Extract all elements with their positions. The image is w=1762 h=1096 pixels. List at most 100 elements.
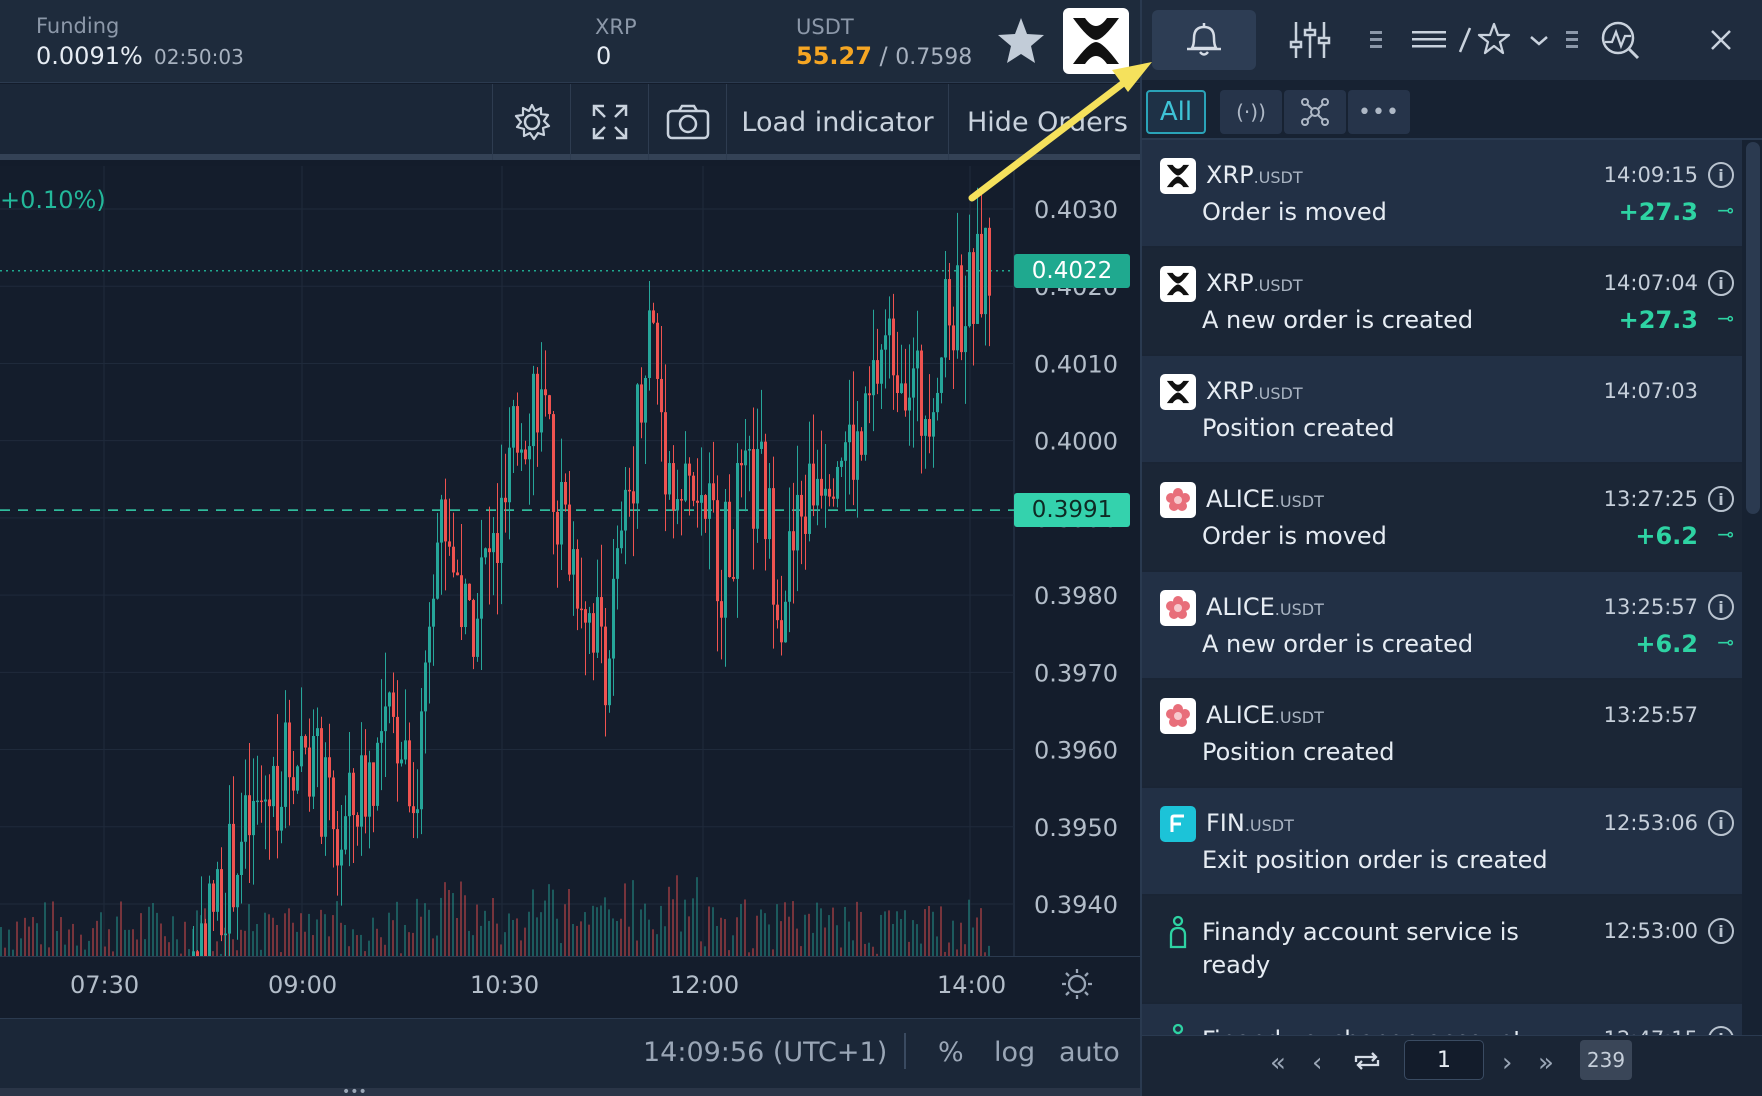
filter-tab-signals[interactable]: (·)) [1220, 90, 1282, 134]
first-page-icon[interactable]: « [1270, 1048, 1286, 1078]
order-price-tag[interactable]: 0.3991 [1014, 493, 1130, 527]
candle-body [240, 841, 243, 875]
candle-body [620, 530, 623, 549]
price-tick-label: 0.3980 [1034, 582, 1118, 610]
candlestick-chart[interactable]: 0.40300.40200.40100.40000.39900.39800.39… [0, 166, 1140, 962]
notifications-button[interactable] [1152, 10, 1256, 70]
volume-bar [988, 945, 990, 962]
notification-symbol[interactable]: ALICE.USDT [1206, 701, 1324, 729]
sliders-icon[interactable] [1288, 18, 1332, 62]
notification-item[interactable]: Finandy account service is ready 12:53:00… [1142, 896, 1742, 1002]
notification-item[interactable]: ALICE.USDT Order is moved 13:27:25 i +6.2 ⊸ [1142, 464, 1742, 570]
info-icon[interactable]: i [1708, 1026, 1734, 1035]
drag-handle-icon-2[interactable] [1370, 18, 1382, 62]
prev-page-icon[interactable]: ‹ [1312, 1048, 1323, 1078]
notification-scrollbar[interactable] [1742, 140, 1762, 1035]
time-axis[interactable]: 07:30 09:00 10:30 12:00 14:00 [0, 956, 1140, 1018]
star-outline-icon[interactable] [1476, 18, 1512, 62]
drag-handle-icon-3[interactable] [1566, 18, 1578, 62]
log-scale-toggle[interactable]: log [994, 1037, 1036, 1068]
notification-message: Finandy account service is ready [1202, 918, 1519, 979]
quote-balance-total: 0.7598 [895, 45, 973, 70]
notification-symbol[interactable]: ALICE.USDT [1206, 485, 1324, 513]
next-page-icon[interactable]: › [1502, 1048, 1513, 1078]
candle-body [580, 608, 583, 611]
filter-tab-more[interactable]: ••• [1348, 90, 1410, 134]
volume-bar [20, 938, 22, 962]
candle-body [884, 335, 887, 350]
notification-symbol-quote: .USDT [1274, 492, 1324, 511]
candle-body [424, 662, 427, 712]
close-icon[interactable] [1706, 18, 1736, 62]
notification-time: 14:07:03 [1603, 379, 1698, 403]
refresh-page-icon[interactable] [1352, 1048, 1382, 1081]
volume-bar [256, 924, 258, 962]
candle-body [724, 501, 727, 618]
time-tick-label: 07:30 [70, 971, 140, 999]
notification-item[interactable]: XRP.USDT Position created 14:07:03 [1142, 356, 1742, 462]
chart-settings-button[interactable] [492, 84, 570, 160]
price-chart[interactable]: 0.40300.40200.40100.40000.39900.39800.39… [0, 166, 1140, 962]
favorite-star-icon[interactable] [994, 14, 1048, 68]
candle-body [752, 449, 755, 529]
page-number-input[interactable] [1404, 1040, 1484, 1080]
info-icon[interactable]: i [1708, 162, 1734, 188]
notification-item[interactable]: Finandy exchange account 12:47:15 i [1142, 1004, 1742, 1035]
volume-bar [48, 947, 50, 962]
hide-orders-button[interactable]: Hide Orders [948, 84, 1140, 160]
notification-time: 12:47:15 [1604, 1027, 1698, 1035]
notification-item[interactable]: ALICE.USDT Position created 13:25:57 [1142, 680, 1742, 786]
expand-icon [592, 104, 627, 140]
analytics-icon[interactable] [1598, 18, 1642, 62]
candle-body [452, 546, 455, 573]
percent-scale-toggle[interactable]: % [938, 1037, 964, 1068]
notification-symbol[interactable]: XRP.USDT [1206, 269, 1303, 297]
notification-item[interactable]: XRP.USDT Order is moved 14:09:15 i +27.3 ⊸ [1142, 140, 1742, 246]
xrp-logo[interactable] [1063, 8, 1129, 74]
info-icon[interactable]: i [1708, 918, 1734, 944]
notification-item[interactable]: FIN.USDT Exit position order is created 12… [1142, 788, 1742, 894]
chevron-down-icon[interactable] [1528, 18, 1550, 62]
auto-scale-toggle[interactable]: auto [1059, 1037, 1120, 1068]
notification-item[interactable]: ALICE.USDT A new order is created 13:25:57… [1142, 572, 1742, 678]
candle-body [540, 389, 543, 433]
candle-body [828, 488, 831, 497]
time-tick-label: 12:00 [670, 971, 740, 999]
volume-bar [452, 893, 454, 962]
notification-item[interactable]: XRP.USDT A new order is created 14:07:04 i +… [1142, 248, 1742, 354]
list-icon[interactable] [1412, 18, 1448, 62]
open-order-icon[interactable]: ⊸ [1717, 198, 1734, 222]
info-icon[interactable]: i [1708, 486, 1734, 512]
volume-bar [420, 916, 422, 962]
open-order-icon[interactable]: ⊸ [1717, 306, 1734, 330]
notification-symbol[interactable]: XRP.USDT [1206, 161, 1303, 189]
resize-handle[interactable]: ••• [0, 1084, 1762, 1096]
notification-symbol[interactable]: ALICE.USDT [1206, 593, 1324, 621]
open-order-icon[interactable]: ⊸ [1717, 522, 1734, 546]
notification-symbol[interactable]: XRP.USDT [1206, 377, 1303, 405]
open-order-icon[interactable]: ⊸ [1717, 630, 1734, 654]
filter-tab-all[interactable]: All [1146, 90, 1206, 134]
candle-body [412, 806, 415, 814]
scrollbar-thumb[interactable] [1746, 142, 1760, 514]
slash-separator [1458, 18, 1472, 62]
last-page-icon[interactable]: » [1538, 1048, 1554, 1078]
volume-bar [836, 925, 838, 962]
info-icon[interactable]: i [1708, 810, 1734, 836]
load-indicator-button[interactable]: Load indicator [726, 84, 948, 160]
info-icon[interactable]: i [1708, 594, 1734, 620]
candle-body [668, 463, 671, 495]
sun-settings-icon[interactable] [1060, 967, 1094, 1005]
alice-logo [1160, 698, 1196, 734]
info-icon[interactable]: i [1708, 270, 1734, 296]
screenshot-button[interactable] [648, 84, 726, 160]
fullscreen-button[interactable] [570, 84, 648, 160]
candle-body [832, 496, 835, 499]
notification-symbol[interactable]: FIN.USDT [1206, 809, 1294, 837]
notification-list[interactable]: XRP.USDT Order is moved 14:09:15 i +27.3 ⊸ XRP… [1142, 140, 1742, 1035]
candle-body [716, 500, 719, 602]
candle-body [544, 389, 547, 396]
filter-tab-network[interactable] [1284, 90, 1346, 134]
bell-icon [1187, 23, 1221, 56]
volume-bar [524, 927, 526, 962]
